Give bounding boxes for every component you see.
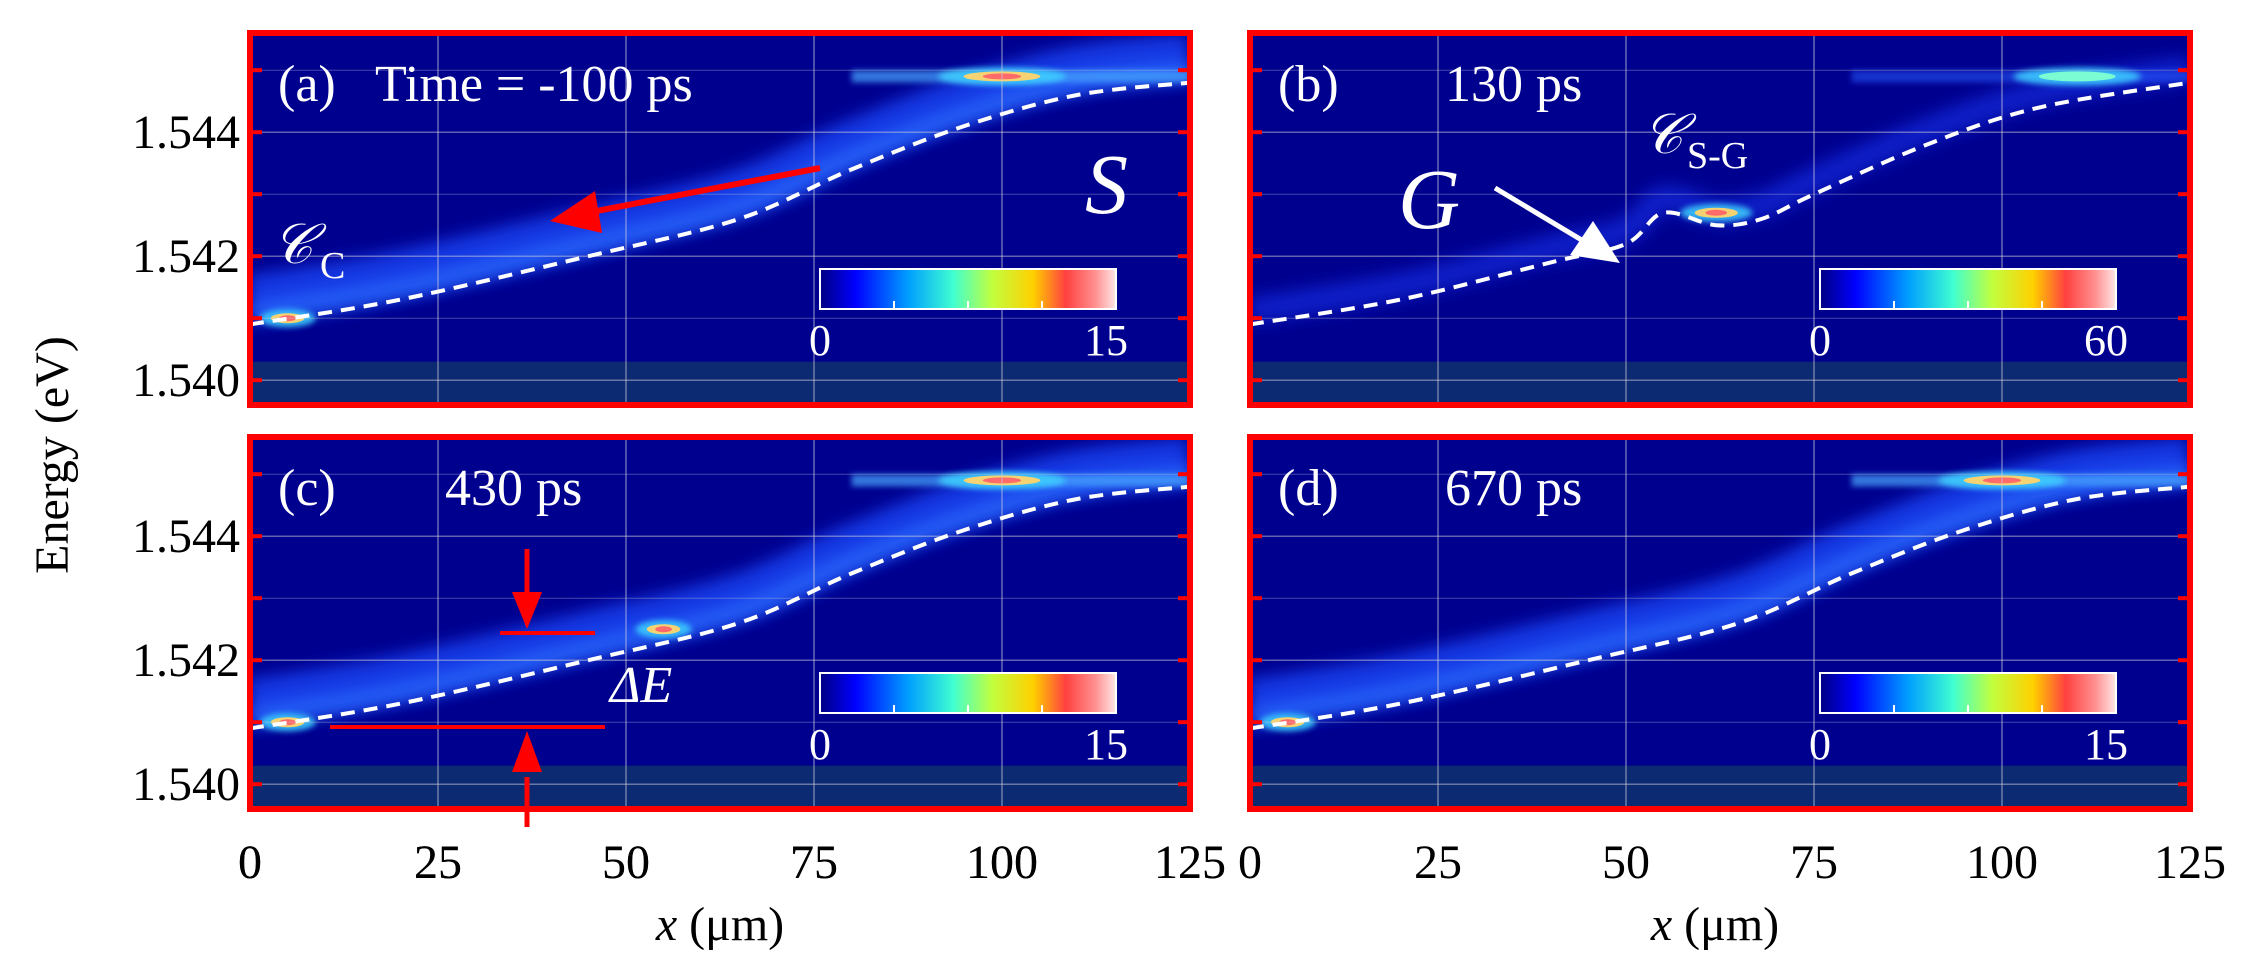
- x-tick-label: 75: [1790, 836, 1838, 889]
- panel-frame: [1247, 434, 2193, 812]
- y-tick-label: 1.544: [132, 106, 240, 159]
- x-tick-label: 25: [1414, 836, 1462, 889]
- colorbar-max-label: 15: [1084, 316, 1128, 365]
- heatmap-area: [1250, 437, 2190, 809]
- y-tick-label: 1.540: [132, 354, 240, 407]
- x-axis-label-var: x: [655, 898, 677, 951]
- panel-label: (d): [1278, 460, 1339, 517]
- delta-e-top-arrow-head: [512, 592, 542, 629]
- colorbar-max-label: 15: [1084, 720, 1128, 769]
- emission-glow-core: [250, 465, 1190, 726]
- x-axis-label-unit: (μm): [677, 898, 784, 951]
- y-tick-label: 1.544: [132, 510, 240, 563]
- relaxation-arrow: [558, 165, 821, 222]
- x-tick-label: 25: [414, 836, 462, 889]
- potential-curve: [1250, 484, 2190, 731]
- bright-spot-peak: [655, 626, 672, 633]
- panel-a: 0 15 (a) Time = -100 ps 1.540 1.542 1.544 0 25 50…: [132, 30, 1226, 889]
- g-arrow-head: [1570, 221, 1620, 263]
- colorbar-max-label: 60: [2084, 316, 2128, 365]
- x-tick-label: 75: [790, 836, 838, 889]
- x-tick-label: 125: [1154, 836, 1226, 889]
- panel-title: 430 ps: [445, 460, 582, 517]
- heatmap-floor-band: [250, 361, 1190, 405]
- panel-label: (c): [278, 460, 336, 517]
- panel-frame: [1247, 30, 2193, 408]
- panel-frame: [247, 434, 1193, 812]
- x-tick-label: 100: [1966, 836, 2038, 889]
- emission-glow-core: [1250, 465, 2190, 726]
- x-tick-label: 0: [238, 836, 262, 889]
- colorbar-min-label: 0: [809, 316, 831, 365]
- delta-e-bottom-arrow-head: [512, 731, 542, 772]
- potential-curve: [1250, 80, 2190, 327]
- x-axis-label-var: x: [1650, 898, 1672, 951]
- panel-title: 670 ps: [1445, 460, 1582, 517]
- x-tick-label: 0: [1238, 836, 1262, 889]
- x-tick-label: 50: [602, 836, 650, 889]
- x-tick-label: 100: [966, 836, 1038, 889]
- panel-c: 0 15 (c) 430 ps 1.540 1.542 1.544 0 25 50 75 100 125: [132, 434, 1226, 889]
- heatmap-floor-band: [1250, 361, 2190, 405]
- heatmap-floor-band: [1250, 765, 2190, 809]
- heatmap-area: [250, 33, 1190, 405]
- x-tick-label: 25: [414, 836, 462, 889]
- x-tick-label: 50: [602, 836, 650, 889]
- panel-d: 0 15 (d) 670 ps 0 25 50 75 100 125: [1238, 434, 2226, 889]
- x-axis-label-left: x (μm): [655, 898, 784, 951]
- y-axis-label: Energy (eV): [26, 336, 79, 574]
- x-tick-label: 125: [1154, 836, 1226, 889]
- x-tick-label: 50: [1602, 836, 1650, 889]
- emission-glow-core: [250, 61, 1190, 322]
- annotation-s: S: [1085, 136, 1128, 232]
- panel-label: (b): [1278, 56, 1339, 113]
- colorbar-max-label: 15: [2084, 720, 2128, 769]
- panel-title: Time = -100 ps: [375, 56, 693, 113]
- colorbar-min-label: 0: [1809, 720, 1831, 769]
- annotations-a: S𝒞 C: [272, 136, 1128, 287]
- annotation-delta-e: ΔE: [608, 657, 672, 714]
- annotation-g: G: [1398, 151, 1460, 247]
- annotations-c: ΔE: [330, 549, 672, 827]
- x-tick-label: 0: [238, 836, 262, 889]
- y-tick-label: 1.542: [132, 634, 240, 687]
- annotation-csg-subscript: S-G: [1687, 135, 1748, 177]
- g-arrow-shaft: [1493, 185, 1597, 251]
- colorbar-min-label: 0: [1809, 316, 1831, 365]
- colorbar: [819, 268, 1117, 310]
- annotation-c-subscript: C: [320, 245, 345, 287]
- panel-b: 0 60 (b) 130 ps: [1247, 30, 2193, 408]
- panel-frame: [247, 30, 1193, 408]
- x-axis-label-right: x (μm): [1650, 898, 1779, 951]
- y-tick-label: 1.540: [132, 758, 240, 811]
- relaxation-arrow-head: [550, 191, 602, 233]
- bright-spot-core: [2038, 71, 2116, 82]
- potential-curve: [250, 484, 1190, 731]
- x-tick-label: 75: [790, 836, 838, 889]
- heatmap-area: [1250, 33, 2190, 405]
- x-tick-label: 100: [966, 836, 1038, 889]
- panel-title: 130 ps: [1445, 56, 1582, 113]
- y-tick-label: 1.542: [132, 230, 240, 283]
- panel-label: (a): [278, 56, 336, 113]
- potential-curve: [250, 80, 1190, 327]
- colorbar-min-label: 0: [809, 720, 831, 769]
- bright-spot-peak: [1705, 209, 1728, 216]
- panels: 0 15 (a) Time = -100 ps 1.540 1.542 1.544 0 25 50…: [132, 30, 2226, 889]
- x-axis-label-unit: (μm): [1672, 898, 1779, 951]
- heatmap-floor-band: [250, 765, 1190, 809]
- x-tick-label: 125: [2154, 836, 2226, 889]
- heatmap-area: [250, 437, 1190, 809]
